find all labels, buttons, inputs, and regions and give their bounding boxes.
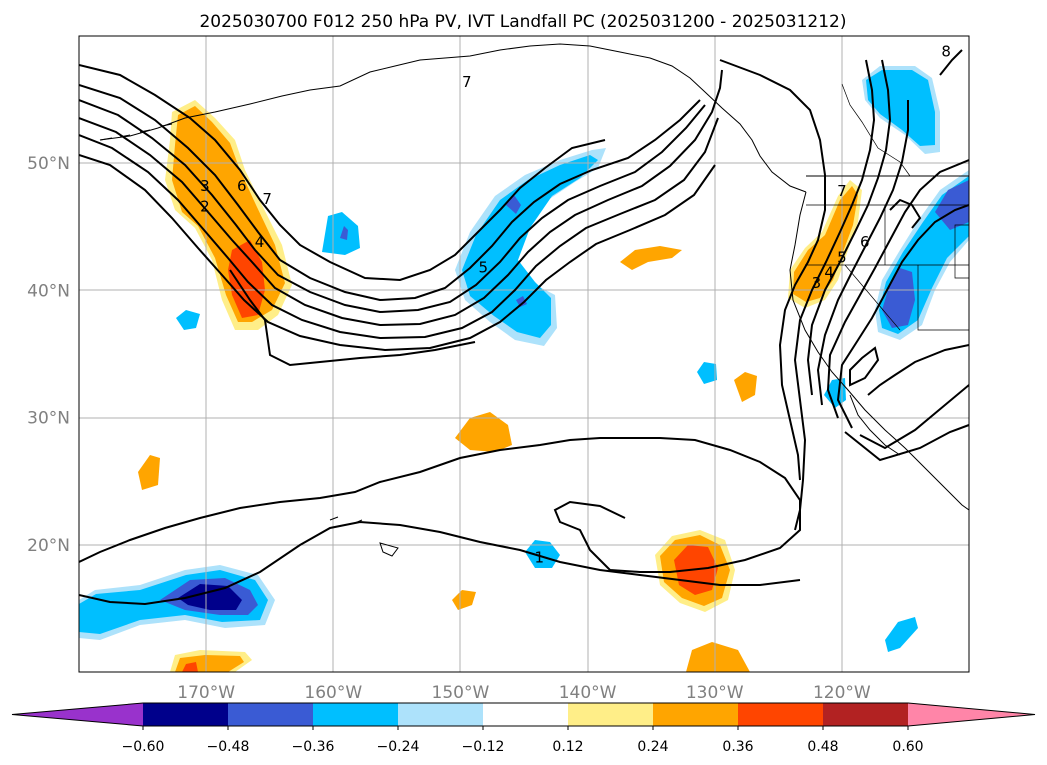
negative-anomaly-darkblue <box>882 268 915 328</box>
contour-label: 4 <box>824 264 834 282</box>
negative-anomaly-blue <box>176 310 200 330</box>
negative-anomaly-blue <box>885 617 918 652</box>
map-frame <box>78 35 970 673</box>
colorbar-bin <box>143 703 228 726</box>
figure-title: 2025030700 F012 250 hPa PV, IVT Landfall… <box>199 12 846 32</box>
positive-anomaly-orange <box>138 455 160 490</box>
lon-tick-label: 150°W <box>432 683 490 703</box>
lon-tick-label: 160°W <box>304 683 362 703</box>
positive-anomaly-orange <box>455 412 512 452</box>
colorbar-extend-high <box>908 703 1035 726</box>
contour-label: 5 <box>837 248 847 266</box>
colorbar-extend-low <box>12 703 143 726</box>
colorbar-tick-label: −0.36 <box>292 739 335 755</box>
contour-label: 5 <box>479 259 489 277</box>
colorbar-tick-label: 0.12 <box>552 739 583 755</box>
positive-anomaly-orange <box>452 590 476 610</box>
positive-anomaly-orange <box>686 642 750 672</box>
colorbar-bin <box>483 703 568 726</box>
pv-contour <box>816 100 909 406</box>
contour-label: 7 <box>837 182 847 200</box>
colorbar-tick-label: −0.24 <box>377 739 420 755</box>
colorbar-bin <box>823 703 908 726</box>
negative-anomaly-blue <box>697 362 717 384</box>
positive-anomaly-red <box>182 662 198 672</box>
colorbar-tick-label: 0.48 <box>807 739 838 755</box>
colorbar-tick-label: 0.36 <box>722 739 753 755</box>
contour-label: 6 <box>237 177 247 195</box>
colorbar-tick-label: 0.24 <box>637 739 668 755</box>
colorbar-bin <box>398 703 483 726</box>
contour-label: 7 <box>462 73 472 91</box>
longitude-ticks: 170°W 160°W 150°W 140°W 130°W 120°W <box>177 683 871 703</box>
negative-anomaly-darkblue <box>340 226 348 240</box>
lon-tick-label: 130°W <box>686 683 744 703</box>
lon-tick-label: 120°W <box>813 683 871 703</box>
pv-contour <box>79 64 606 282</box>
pv-contour <box>79 99 706 314</box>
colorbar-tick-label: 0.60 <box>892 739 923 755</box>
contour-label: 3 <box>812 274 822 292</box>
pv-contour <box>844 424 969 462</box>
state-borders <box>805 204 969 331</box>
pv-contour <box>793 59 876 531</box>
pv-contour <box>849 346 880 387</box>
negative-anomaly-darkblue <box>506 195 521 214</box>
colorbar-tick-label: −0.48 <box>207 739 250 755</box>
pv-contour <box>229 269 476 367</box>
contour-label: 2 <box>200 197 210 215</box>
lon-tick-label: 140°W <box>559 683 617 703</box>
pv-contour <box>719 59 826 481</box>
negative-anomaly-blue <box>525 540 560 568</box>
pv-contour <box>939 49 963 76</box>
pv-contour <box>806 59 892 396</box>
contour-label: 1 <box>534 549 544 567</box>
lat-tick-label: 40°N <box>27 281 70 301</box>
contour-label: 7 <box>262 190 272 208</box>
aleutian-islands <box>99 123 173 141</box>
colorbar-bin <box>738 703 823 726</box>
baja-peninsula <box>849 394 901 456</box>
pv-contour <box>79 520 801 606</box>
contour-label: 8 <box>941 42 951 60</box>
colorbar-tick-label: −0.12 <box>462 739 505 755</box>
pv-contour <box>889 198 922 229</box>
pv-contour <box>867 344 969 396</box>
pv-contour <box>79 154 716 352</box>
pv-contour <box>79 437 801 573</box>
colorbar-bin <box>313 703 398 726</box>
pv-contour <box>79 69 723 327</box>
colorbar-bin <box>653 703 738 726</box>
lon-tick-label: 170°W <box>177 683 235 703</box>
latitude-ticks: 50°N 40°N 30°N 20°N <box>27 154 70 556</box>
positive-anomaly-orange <box>620 246 682 270</box>
negative-anomaly-blue <box>322 212 360 255</box>
lat-tick-label: 50°N <box>27 154 70 174</box>
pv-contour <box>836 204 969 429</box>
negative-anomaly-navy <box>178 584 242 610</box>
pv-contour <box>826 159 969 419</box>
contour-label: 4 <box>255 233 265 251</box>
negative-anomaly-darkblue <box>516 296 527 307</box>
negative-anomaly-blue <box>866 70 935 146</box>
colorbar: −0.60 −0.48 −0.36 −0.24 −0.12 0.12 0.24 0.36 0.4… <box>11 702 1036 755</box>
lat-tick-label: 20°N <box>27 536 70 556</box>
pv-contour <box>79 84 701 302</box>
contour-label: 6 <box>860 233 870 251</box>
pv-contour <box>79 117 719 340</box>
colorbar-bin <box>228 703 313 726</box>
alaska-coast <box>99 43 807 193</box>
lat-tick-label: 30°N <box>27 409 70 429</box>
pv-contour <box>859 384 969 450</box>
pv-contours <box>79 49 969 606</box>
colorbar-bin <box>568 703 653 726</box>
colorbar-tick-label: −0.60 <box>122 739 165 755</box>
negative-anomaly-blue <box>462 155 598 338</box>
positive-anomaly-orange <box>734 372 757 402</box>
contour-label: 3 <box>200 177 210 195</box>
